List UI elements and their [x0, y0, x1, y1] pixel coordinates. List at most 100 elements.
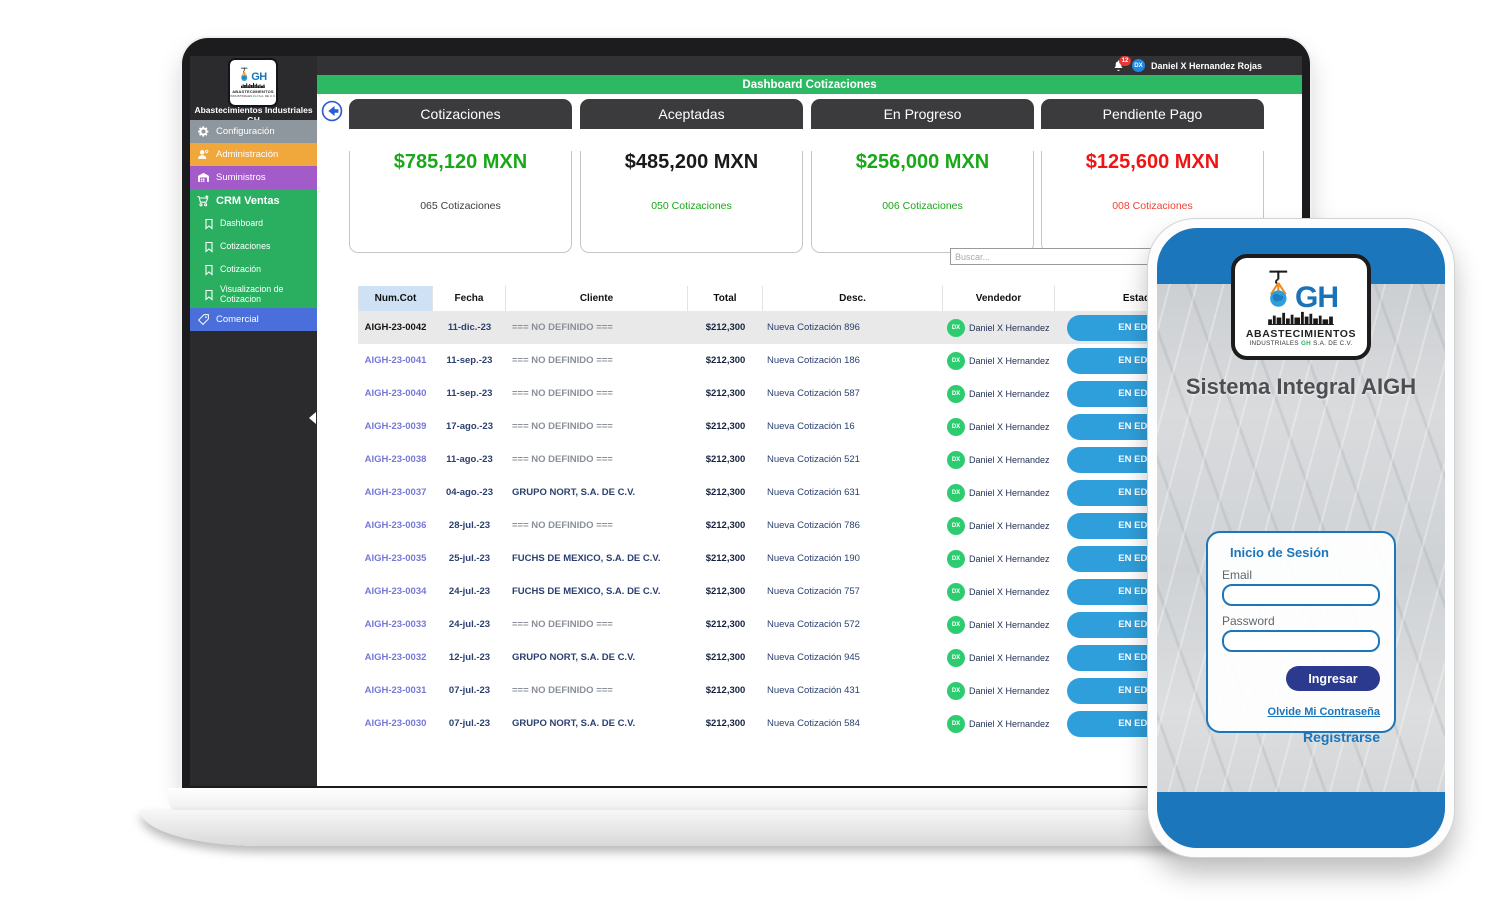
vendor-avatar: DX: [947, 549, 965, 568]
quote-client: GRUPO NORT, S.A. DE C.V.: [512, 487, 636, 498]
card-count: 065 Cotizaciones: [420, 200, 501, 212]
sidebar-item-administracion[interactable]: Administración: [190, 143, 317, 166]
quote-number-link[interactable]: AIGH-23-0038: [364, 454, 427, 465]
table-row[interactable]: AIGH-23-0036 28-jul.-23 === NO DEFINIDO …: [358, 509, 1225, 542]
quote-description: Nueva Cotización 584: [767, 718, 860, 729]
email-label: Email: [1222, 568, 1253, 582]
quote-number-link[interactable]: AIGH-23-0033: [364, 619, 427, 630]
sidebar-item-cotizacion[interactable]: Cotización: [190, 258, 317, 281]
table-row[interactable]: AIGH-23-0031 07-jul.-23 === NO DEFINIDO …: [358, 674, 1225, 707]
logo-line1: ABASTECIMIENTOS: [232, 89, 274, 94]
quote-number-link[interactable]: AIGH-23-0042: [364, 322, 427, 333]
vendor-avatar: DX: [947, 615, 965, 634]
sidebar-item-crm-ventas[interactable]: CRM Ventas: [190, 189, 317, 212]
user-avatar[interactable]: DX: [1131, 59, 1145, 72]
quote-date: 11-sep.-23: [446, 388, 493, 399]
vendor-avatar: DX: [947, 351, 965, 370]
quote-total: $212,300: [705, 652, 746, 663]
sidebar-item-comercial[interactable]: Comercial: [190, 308, 317, 331]
quote-vendor: DX Daniel X Hernandez: [943, 681, 1055, 700]
bookmark-icon: [198, 241, 220, 253]
quote-number-link[interactable]: AIGH-23-0036: [364, 520, 427, 531]
vendor-name: Daniel X Hernandez: [969, 685, 1050, 696]
quote-number-link[interactable]: AIGH-23-0035: [364, 553, 427, 564]
quote-number-link[interactable]: AIGH-23-0041: [364, 355, 427, 366]
search-input[interactable]: [950, 248, 1175, 265]
quote-total: $212,300: [705, 487, 746, 498]
table-row[interactable]: AIGH-23-0038 11-ago.-23 === NO DEFINIDO …: [358, 443, 1225, 476]
phone-mockup: GH ABASTECIMIENTOS INDUSTRIALES GH S.A. …: [1147, 218, 1455, 858]
card-count: 050 Cotizaciones: [651, 200, 732, 212]
email-field[interactable]: [1222, 584, 1380, 606]
vendor-name: Daniel X Hernandez: [969, 487, 1050, 498]
quote-client: === NO DEFINIDO ===: [512, 454, 613, 465]
quote-vendor: DX Daniel X Hernandez: [943, 318, 1055, 337]
summary-card-en-progreso: En Progreso $256,000 MXN 006 Cotizacione…: [811, 99, 1034, 253]
quote-number-link[interactable]: AIGH-23-0040: [364, 388, 427, 399]
sidebar-item-visualizacion-cotizacion[interactable]: Visualizacion de Cotizacion: [190, 281, 317, 308]
table-row[interactable]: AIGH-23-0034 24-jul.-23 FUCHS DE MEXICO,…: [358, 575, 1225, 608]
column-header-vendedor[interactable]: Vendedor: [943, 286, 1055, 311]
login-button[interactable]: Ingresar: [1286, 666, 1380, 691]
vendor-name: Daniel X Hernandez: [969, 322, 1050, 333]
quote-vendor: DX Daniel X Hernandez: [943, 417, 1055, 436]
quote-number-link[interactable]: AIGH-23-0032: [364, 652, 427, 663]
quote-total: $212,300: [705, 520, 746, 531]
table-row[interactable]: AIGH-23-0033 24-jul.-23 === NO DEFINIDO …: [358, 608, 1225, 641]
vendor-name: Daniel X Hernandez: [969, 355, 1050, 366]
quote-description: Nueva Cotización 431: [767, 685, 860, 696]
quote-vendor: DX Daniel X Hernandez: [943, 615, 1055, 634]
quote-description: Nueva Cotización 945: [767, 652, 860, 663]
table-row[interactable]: AIGH-23-0032 12-jul.-23 GRUPO NORT, S.A.…: [358, 641, 1225, 674]
column-header-fecha[interactable]: Fecha: [433, 286, 506, 311]
sidebar-item-cotizaciones[interactable]: Cotizaciones: [190, 235, 317, 258]
tag-icon: [190, 313, 216, 326]
table-row[interactable]: AIGH-23-0035 25-jul.-23 FUCHS DE MEXICO,…: [358, 542, 1225, 575]
column-header-num[interactable]: Num.Cot: [358, 286, 433, 311]
notifications-bell[interactable]: 12: [1112, 56, 1131, 73]
phone-footer-band: [1157, 792, 1445, 848]
quote-description: Nueva Cotización 186: [767, 355, 860, 366]
column-header-total[interactable]: Total: [688, 286, 763, 311]
back-button[interactable]: [321, 100, 343, 122]
sidebar-item-configuracion[interactable]: Configuración: [190, 120, 317, 143]
forgot-password-link[interactable]: Olvide Mi Contraseña: [1267, 706, 1380, 718]
table-row[interactable]: AIGH-23-0039 17-ago.-23 === NO DEFINIDO …: [358, 410, 1225, 443]
quote-number-link[interactable]: AIGH-23-0039: [364, 421, 427, 432]
quote-date: 25-jul.-23: [448, 553, 491, 564]
cart-plus-icon: [190, 194, 216, 208]
vendor-avatar: DX: [947, 516, 965, 535]
vendor-avatar: DX: [947, 384, 965, 403]
sidebar-item-suministros[interactable]: Suministros: [190, 166, 317, 189]
table-row[interactable]: AIGH-23-0037 04-ago.-23 GRUPO NORT, S.A.…: [358, 476, 1225, 509]
quote-client: === NO DEFINIDO ===: [512, 619, 613, 630]
quote-number-link[interactable]: AIGH-23-0031: [364, 685, 427, 696]
warehouse-icon: [190, 171, 216, 184]
user-name[interactable]: Daniel X Hernandez Rojas: [1150, 60, 1262, 71]
column-header-cliente[interactable]: Cliente: [506, 286, 688, 311]
quote-date: 24-jul.-23: [448, 619, 491, 630]
quote-number-link[interactable]: AIGH-23-0034: [364, 586, 427, 597]
table-row[interactable]: AIGH-23-0030 07-jul.-23 GRUPO NORT, S.A.…: [358, 707, 1225, 740]
login-card: Inicio de Sesión Email Password Ingresar…: [1206, 531, 1396, 745]
column-header-desc[interactable]: Desc.: [763, 286, 943, 311]
bookmark-icon: [198, 218, 220, 230]
quote-vendor: DX Daniel X Hernandez: [943, 516, 1055, 535]
quote-date: 11-sep.-23: [446, 355, 493, 366]
quote-vendor: DX Daniel X Hernandez: [943, 450, 1055, 469]
quote-vendor: DX Daniel X Hernandez: [943, 384, 1055, 403]
sidebar-item-dashboard[interactable]: Dashboard: [190, 212, 317, 235]
sidebar-collapse-handle[interactable]: [309, 412, 316, 424]
quote-client: === NO DEFINIDO ===: [512, 685, 613, 696]
quote-number-link[interactable]: AIGH-23-0030: [364, 718, 427, 729]
quote-client: FUCHS DE MEXICO, S.A. DE C.V.: [512, 586, 661, 597]
table-row[interactable]: AIGH-23-0040 11-sep.-23 === NO DEFINIDO …: [358, 377, 1225, 410]
table-row[interactable]: AIGH-23-0042 11-dic.-23 === NO DEFINIDO …: [358, 311, 1225, 344]
phone-screen: GH ABASTECIMIENTOS INDUSTRIALES GH S.A. …: [1157, 228, 1445, 848]
quote-number-link[interactable]: AIGH-23-0037: [364, 487, 427, 498]
password-field[interactable]: [1222, 630, 1380, 652]
register-link[interactable]: Registrarse: [1302, 729, 1380, 745]
quote-date: 07-jul.-23: [448, 718, 491, 729]
table-row[interactable]: AIGH-23-0041 11-sep.-23 === NO DEFINIDO …: [358, 344, 1225, 377]
quote-client: === NO DEFINIDO ===: [512, 322, 613, 333]
